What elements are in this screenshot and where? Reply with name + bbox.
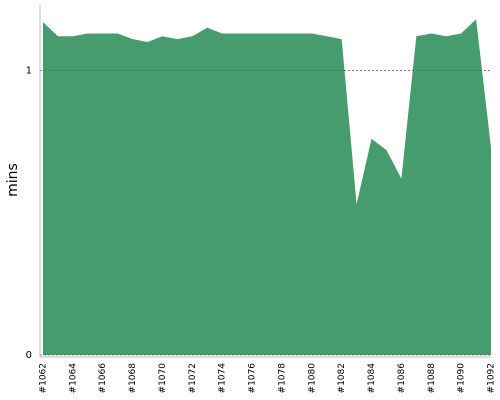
area bbox=[43, 19, 491, 356]
x-tick-label: #1084 bbox=[367, 363, 377, 394]
x-tick-label: #1076 bbox=[248, 363, 258, 394]
x-tick-label: #1070 bbox=[158, 363, 168, 394]
y-tick-label: 1 bbox=[26, 65, 32, 76]
x-tick-label: #1072 bbox=[188, 363, 198, 393]
x-tick-label: #1092 bbox=[487, 363, 497, 393]
x-tick-label: #1082 bbox=[337, 363, 347, 393]
x-tick-label: #1068 bbox=[128, 363, 138, 394]
y-axis-label: mins bbox=[5, 163, 21, 197]
x-tick-label: #1074 bbox=[218, 363, 228, 394]
x-tick-label: #1064 bbox=[68, 363, 78, 394]
x-tick-label: #1090 bbox=[457, 363, 467, 394]
x-tick-label: #1088 bbox=[427, 363, 437, 394]
y-tick-label: 0 bbox=[26, 350, 32, 361]
x-tick-label: #1062 bbox=[39, 363, 49, 393]
x-tick-label: #1086 bbox=[397, 363, 407, 394]
x-tick-label: #1078 bbox=[277, 363, 287, 394]
x-tick-label: #1080 bbox=[307, 363, 317, 394]
x-tick-label: #1066 bbox=[98, 363, 108, 394]
